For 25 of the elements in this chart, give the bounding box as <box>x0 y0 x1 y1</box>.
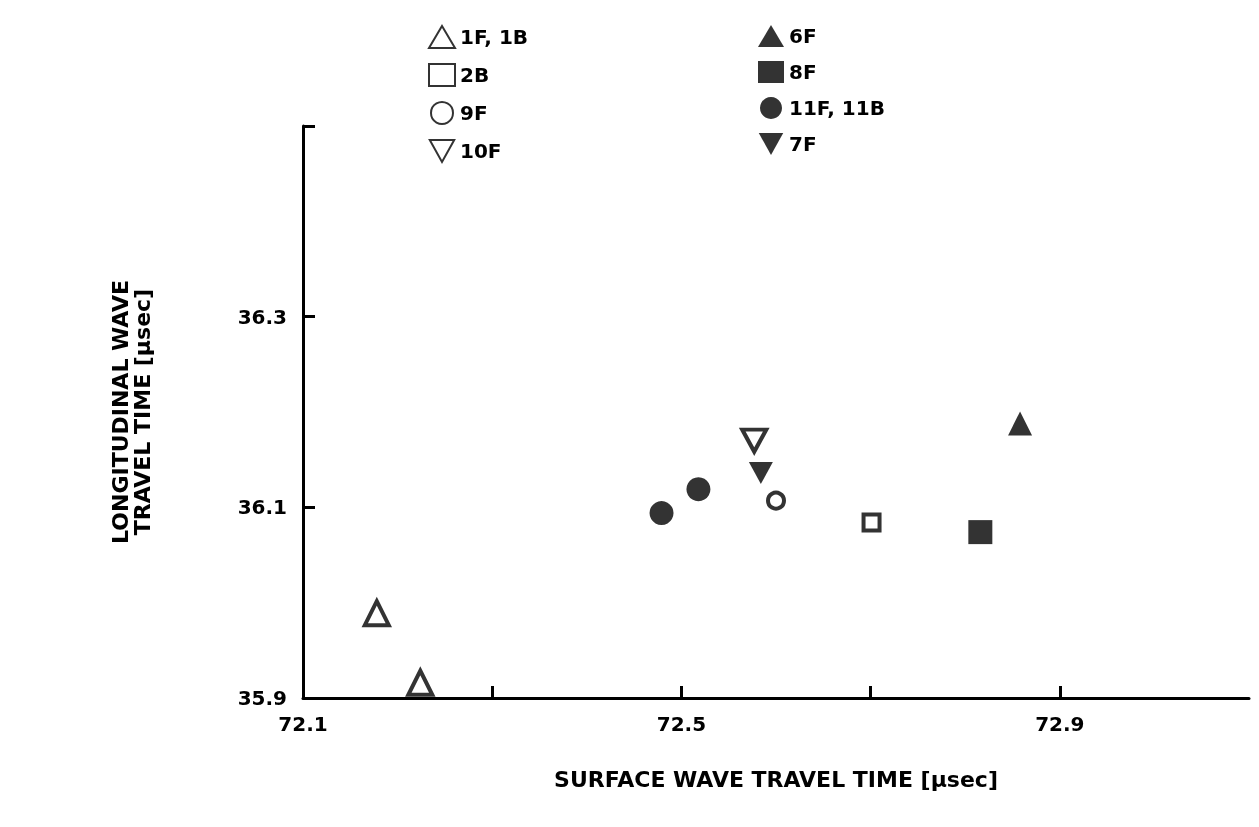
point <box>968 520 993 545</box>
x-axis-title: SURFACE WAVE TRAVEL TIME [μsec] <box>554 766 998 792</box>
x-tick-label: 72.9 <box>1035 712 1085 736</box>
y-tick-label: 35.9 <box>237 686 287 710</box>
y-tick-label: 36.3 <box>237 304 287 329</box>
x-tick-label: 72.1 <box>278 712 328 736</box>
point <box>740 427 769 454</box>
legend-label: 6F <box>789 24 817 48</box>
y-axis-title: LONGITUDINAL WAVE TRAVEL TIME [μsec] <box>107 280 155 544</box>
point <box>686 477 711 502</box>
point <box>766 490 786 511</box>
point <box>405 666 436 697</box>
legend-label: 1F, 1B <box>460 25 529 49</box>
legend-label: 10F <box>460 139 502 163</box>
legend-label: 11F, 11B <box>789 96 885 120</box>
point <box>649 501 674 526</box>
x-tick-label: 72.5 <box>656 712 707 736</box>
legend-label: 8F <box>789 60 817 84</box>
point <box>748 462 773 485</box>
y-tick-label: 36.1 <box>237 495 287 520</box>
legend-label: 9F <box>460 101 488 125</box>
point <box>861 512 882 533</box>
legend-label: 7F <box>789 132 817 156</box>
point <box>1008 411 1033 436</box>
legend-label: 2B <box>460 63 490 87</box>
